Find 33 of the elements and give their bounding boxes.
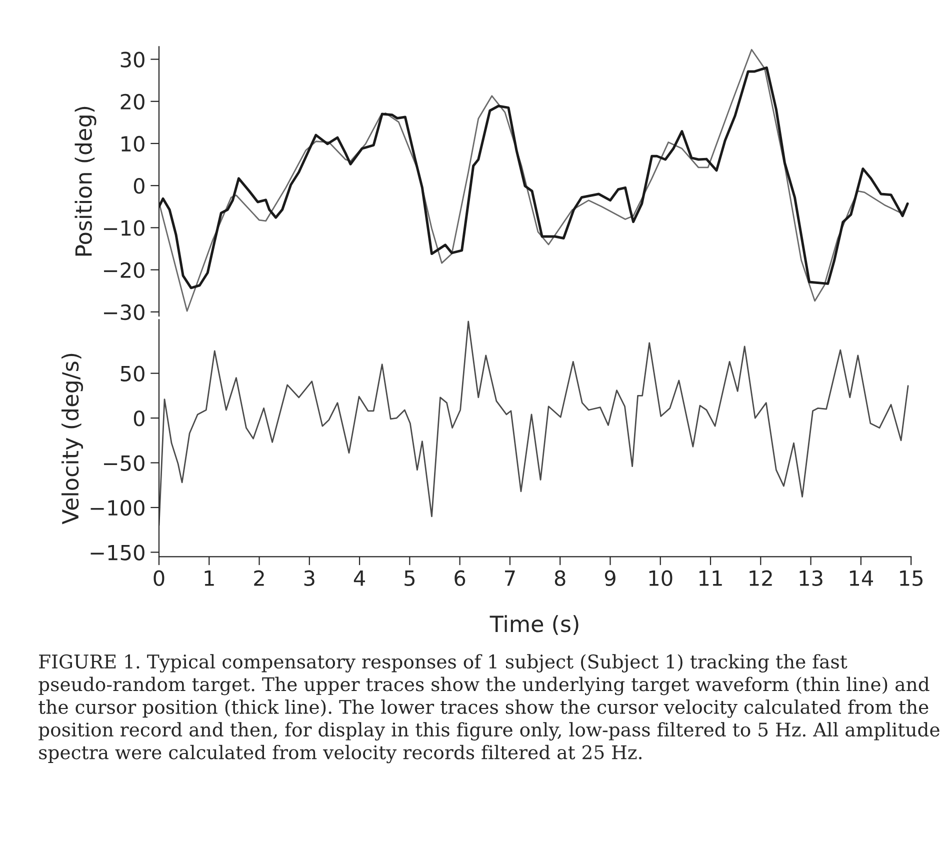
x-tick-label: 12: [750, 570, 772, 586]
x-tick-label: 8: [554, 570, 566, 586]
x-axis-title: Time (s): [490, 615, 578, 635]
x-tick-label: 0: [154, 570, 164, 586]
y-tick-label: 30: [120, 52, 144, 68]
x-tick-label: 5: [404, 570, 414, 586]
y-tick-label: 10: [122, 136, 144, 152]
x-tick-label: 10: [649, 570, 672, 586]
x-tick-label: 11: [700, 570, 722, 586]
x-tick-label: 14: [850, 570, 874, 586]
x-tick-label: 3: [304, 570, 314, 586]
y-tick-label: 50: [120, 366, 144, 382]
caption: FIGURE 1. Typical compensatory responses of 1 subject (Subject 1) tracking the fast pseudo-random target. The upper traces show the underlying target waveform (thin line) and the cursor position (thick line). The lower traces show the cursor velocity calculated from the position record and then, for display in this figure only, low-pass filtered to 5 Hz. All amplitude spectra were calculated from velocity records filtered at 25 Hz.: [38, 654, 940, 764]
x-tick-label: 13: [800, 570, 822, 586]
x-tick-label: 15: [900, 570, 922, 586]
y-tick-label: −30: [104, 304, 144, 320]
x-tick-label: 9: [604, 570, 616, 586]
y-tick-label: 0: [134, 410, 144, 426]
x-tick-label: 2: [254, 570, 264, 586]
y-axis-title: Velocity (deg/s): [62, 354, 84, 524]
y-tick-label: −20: [104, 262, 144, 278]
y-tick-label: −150: [90, 544, 144, 560]
x-tick-label: 4: [354, 570, 365, 586]
y-tick-label: −10: [104, 220, 144, 236]
y-tick-label: 0: [134, 178, 144, 194]
y-axis-title: Position (deg): [74, 106, 96, 256]
line-series: [158, 320, 909, 526]
x-tick-label: 6: [454, 570, 466, 586]
y-tick-label: −50: [104, 455, 144, 471]
y-tick-label: 20: [120, 94, 144, 110]
y-tick-label: −100: [90, 500, 144, 516]
x-tick-label: 1: [204, 570, 214, 586]
x-tick-label: 7: [505, 570, 515, 586]
